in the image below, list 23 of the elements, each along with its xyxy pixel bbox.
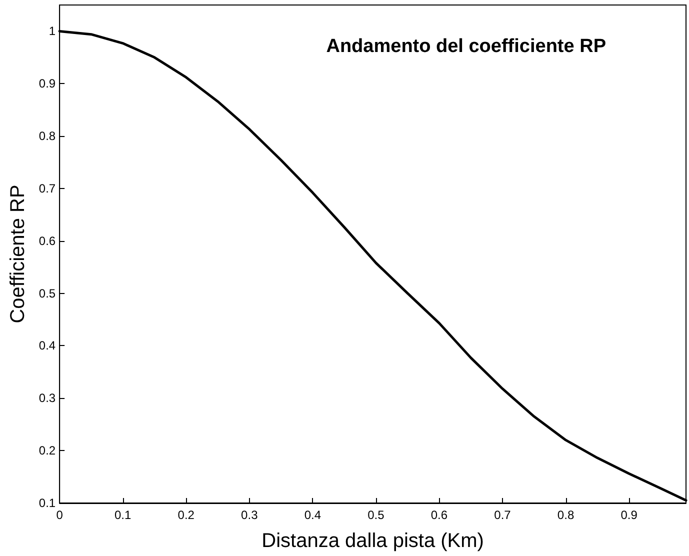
y-tick-label: 0.4 [38, 338, 56, 353]
y-tick-label: 0.1 [38, 496, 56, 510]
y-tick-label: 0.3 [38, 391, 56, 406]
x-tick-label: 0.8 [557, 508, 574, 522]
y-tick-label: 1 [48, 24, 56, 38]
y-tick-label: 0.2 [38, 444, 56, 458]
y-tick-label: 0.8 [38, 129, 56, 144]
x-tick-label: 0.2 [178, 508, 195, 522]
x-tick-label: 0.6 [430, 508, 448, 522]
x-tick-label: 0.1 [114, 508, 132, 522]
x-tick-label: 0.5 [368, 508, 385, 522]
y-axis-title: Coefficiente RP [7, 184, 29, 324]
text: Andamento del coefficiente RP [326, 36, 606, 57]
x-axis-title: Distanza dalla pista (Km) [262, 530, 484, 552]
y-tick-label: 0.5 [38, 286, 56, 300]
y-tick-label: 0.9 [38, 76, 56, 91]
x-tick-label: 0 [56, 508, 64, 522]
x-tick-label: 0.4 [304, 508, 322, 522]
x-tick-label: 0.7 [494, 508, 512, 522]
y-tick-label: 0.7 [38, 181, 56, 196]
y-tick-label: 0.6 [38, 234, 56, 248]
x-tick-label: 0.9 [620, 508, 638, 522]
x-tick-label: 0.3 [241, 508, 258, 522]
